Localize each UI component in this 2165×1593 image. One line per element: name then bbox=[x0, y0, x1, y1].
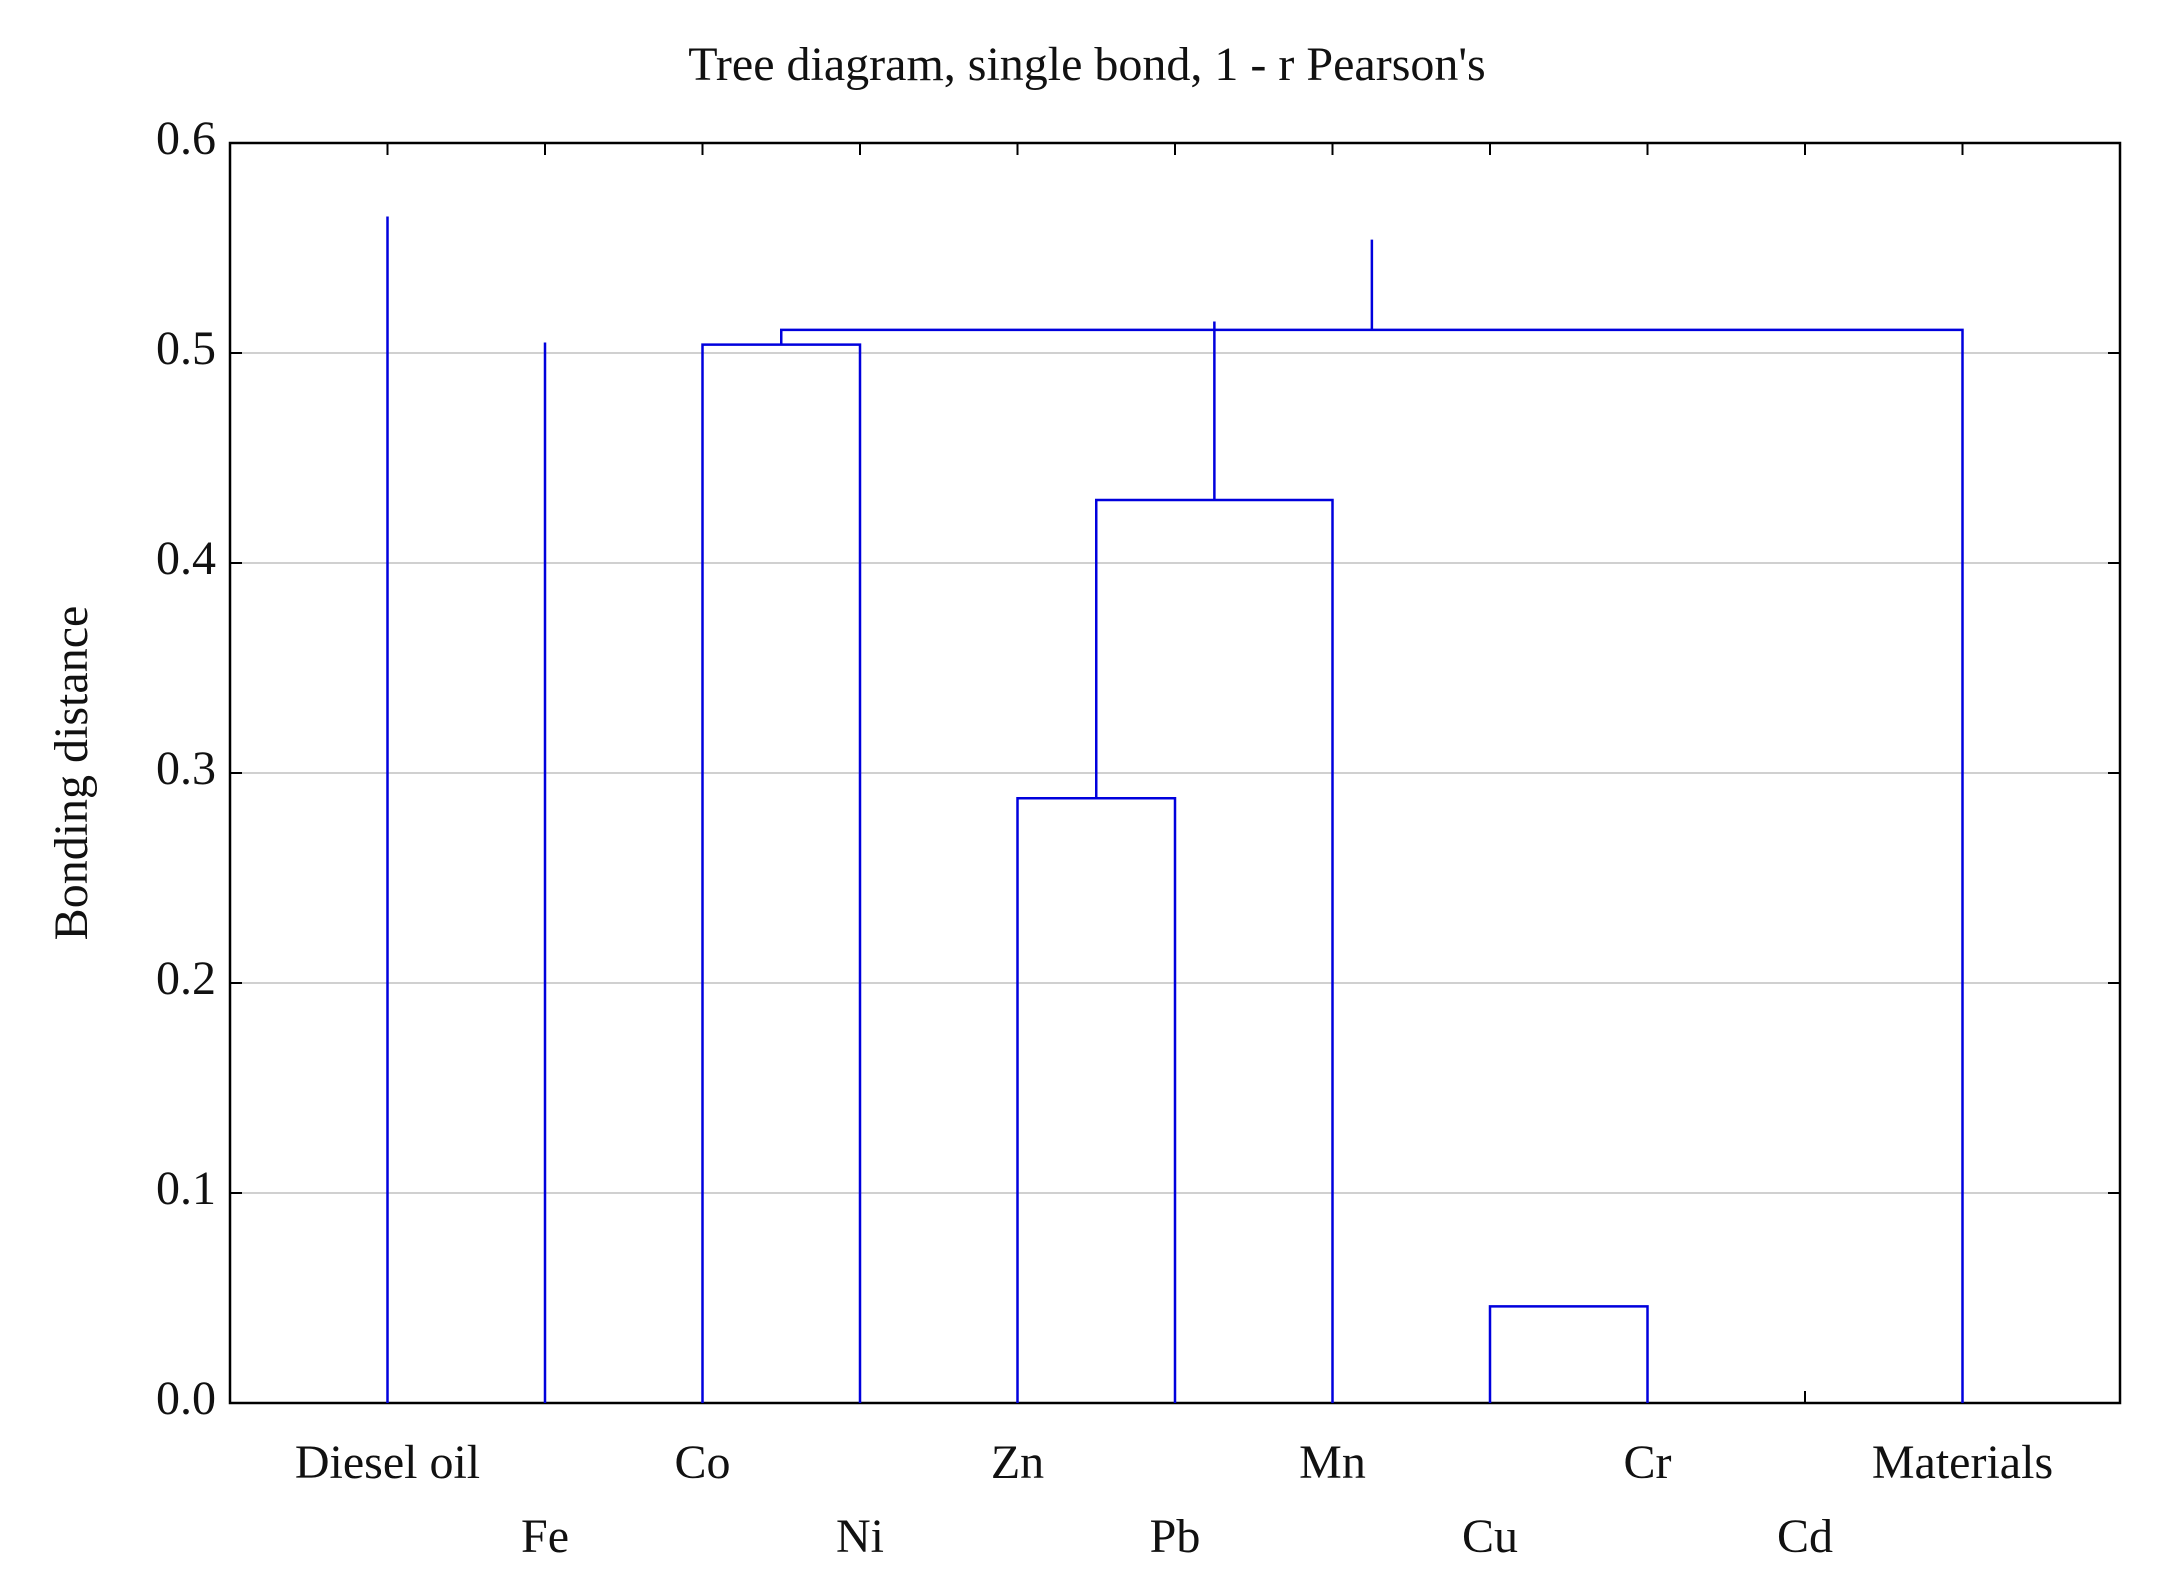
chart-title: Tree diagram, single bond, 1 - r Pearson… bbox=[688, 38, 1485, 91]
leaf-label: Co bbox=[674, 1436, 730, 1489]
leaf-label: Cd bbox=[1777, 1510, 1833, 1563]
y-tick-label: 0.2 bbox=[156, 952, 216, 1005]
y-tick-label: 0.5 bbox=[156, 322, 216, 375]
leaf-label: Diesel oil bbox=[295, 1436, 480, 1489]
leaf-label: Fe bbox=[521, 1510, 569, 1563]
dendrogram-link bbox=[1095, 498, 1334, 1403]
y-tick-label: 0.0 bbox=[156, 1372, 216, 1425]
dendrogram-link bbox=[780, 328, 1964, 1403]
leaf-label: Mn bbox=[1299, 1436, 1366, 1489]
y-axis-label: Bonding distance bbox=[45, 606, 98, 941]
leaf-label: Cr bbox=[1624, 1436, 1672, 1489]
y-tick-label: 0.1 bbox=[156, 1162, 216, 1215]
dendrogram-link bbox=[701, 343, 862, 1403]
y-tick-label: 0.6 bbox=[156, 112, 216, 165]
leaf-label: Pb bbox=[1150, 1510, 1201, 1563]
dendrogram-link bbox=[1488, 1305, 1649, 1403]
leaf-label: Cu bbox=[1462, 1510, 1518, 1563]
leaf-label: Materials bbox=[1872, 1436, 2053, 1489]
y-tick-label: 0.4 bbox=[156, 532, 216, 585]
leaf-label: Ni bbox=[836, 1510, 884, 1563]
y-tick-label: 0.3 bbox=[156, 742, 216, 795]
leaf-label: Zn bbox=[991, 1436, 1044, 1489]
dendrogram-link bbox=[1016, 796, 1177, 1403]
